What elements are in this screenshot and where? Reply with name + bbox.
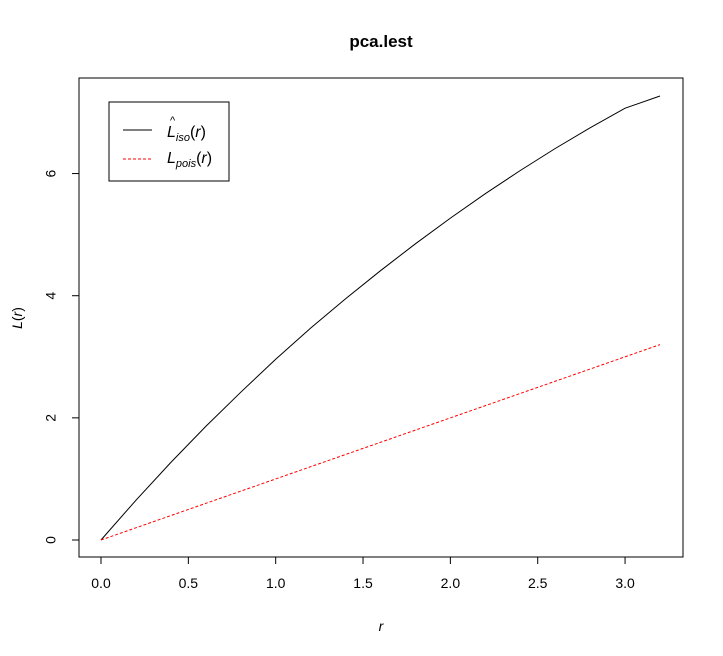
y-tick-label: 6	[43, 169, 59, 177]
x-tick-label: 0.0	[91, 575, 111, 591]
x-axis: 0.0 0.5 1.0 1.5 2.0 2.5 3.0	[91, 556, 635, 591]
x-tick-label: 3.0	[615, 575, 635, 591]
legend-iso-hat: ^	[170, 115, 176, 127]
legend-pois-arg: r	[201, 150, 207, 167]
x-tick-label: 2.0	[441, 575, 461, 591]
chart-title: pca.lest	[349, 32, 413, 51]
y-axis-label-main: L	[9, 321, 25, 329]
y-tick-label: 2	[43, 414, 59, 422]
legend-box	[108, 101, 230, 182]
x-tick-label: 1.5	[353, 575, 373, 591]
y-tick-label: 0	[43, 536, 59, 544]
x-tick-label: 0.5	[179, 575, 199, 591]
legend-iso-sub: iso	[176, 132, 190, 144]
legend-iso-arg: r	[195, 124, 201, 141]
legend-label-pois: Lpois(r)	[167, 150, 212, 170]
legend-label-iso: Liso(r)	[167, 124, 206, 144]
series-line-iso	[100, 95, 661, 541]
series-layer	[100, 95, 661, 541]
legend-pois-sub: pois	[175, 158, 197, 170]
legend-iso-main: L	[167, 124, 176, 141]
y-tick-label: 4	[43, 292, 59, 300]
y-axis-label: L(r)	[9, 307, 25, 329]
legend: Liso(r) ^ Lpois(r)	[108, 101, 230, 182]
y-axis: 0 2 4 6	[43, 169, 80, 544]
y-axis-label-arg: r	[9, 310, 25, 316]
x-tick-label: 2.5	[528, 575, 548, 591]
series-line-pois	[100, 344, 661, 541]
x-axis-label: r	[379, 618, 385, 634]
legend-pois-main: L	[167, 150, 176, 167]
x-tick-label: 1.0	[266, 575, 286, 591]
